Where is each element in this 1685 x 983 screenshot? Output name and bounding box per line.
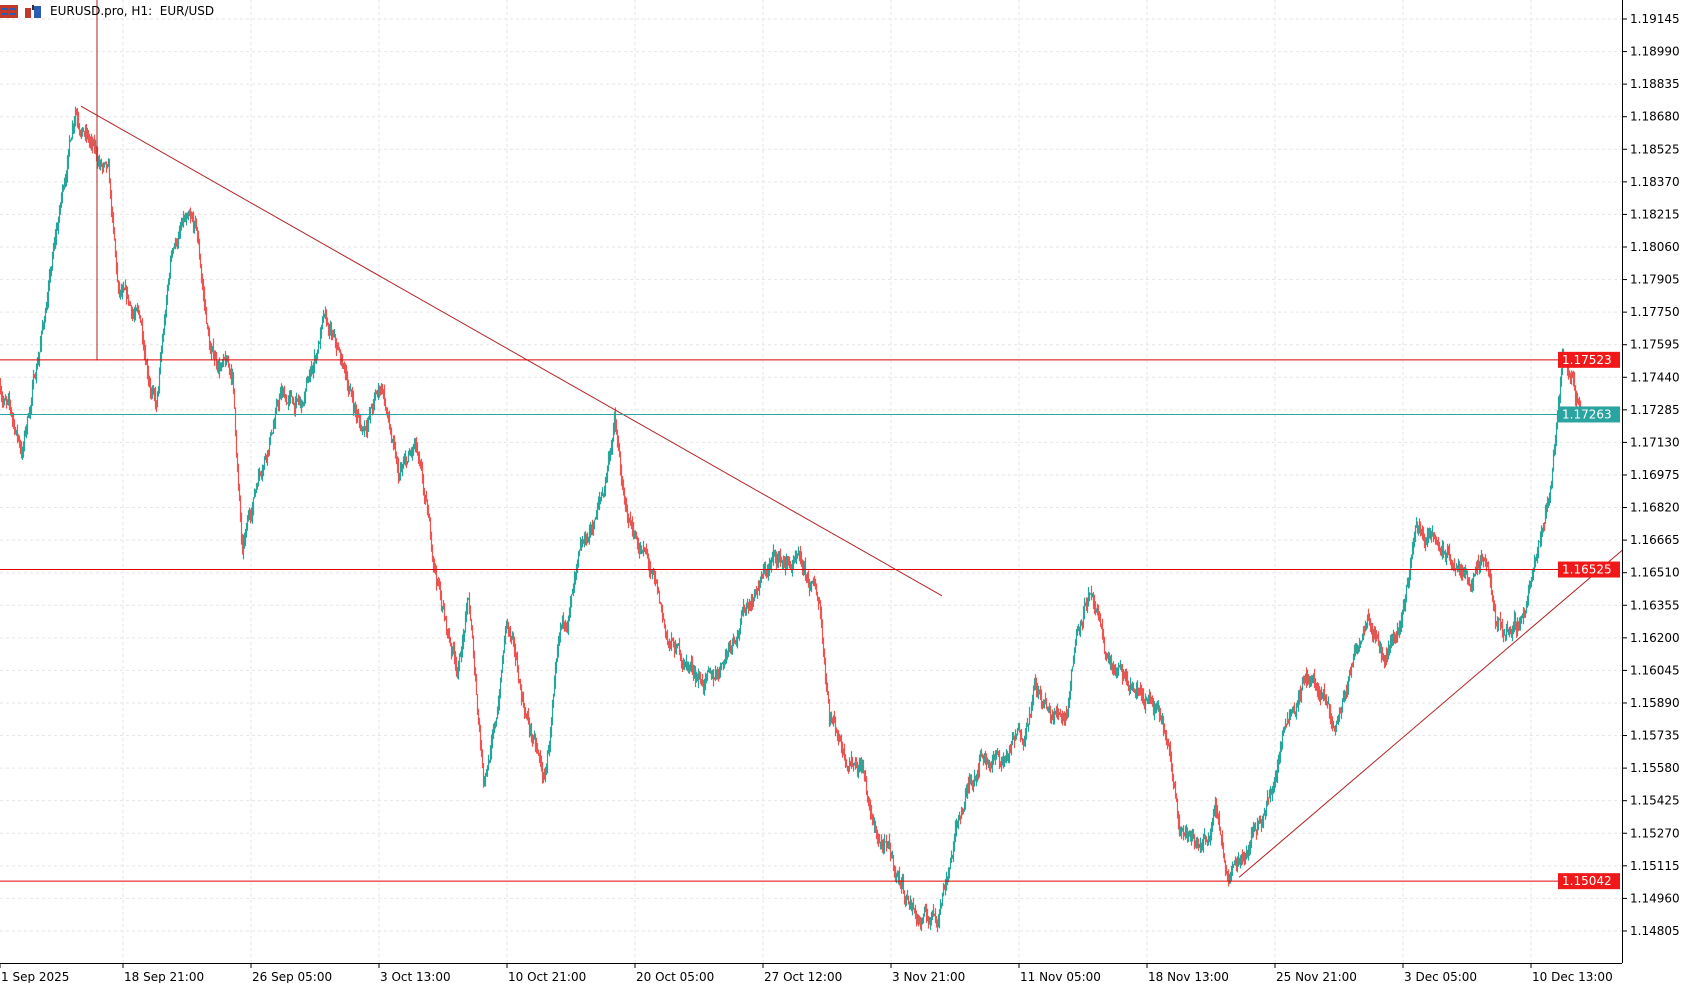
time-tick-label: 18 Nov 13:00 xyxy=(1148,970,1229,983)
price-tick-label: 1.16975 xyxy=(1630,468,1680,482)
level-price-label: 1.16525 xyxy=(1562,563,1612,577)
level-price-tag xyxy=(1558,351,1620,368)
price-tick-label: 1.16820 xyxy=(1630,501,1680,515)
price-tick-label: 1.18990 xyxy=(1630,45,1680,59)
price-tick-label: 1.17130 xyxy=(1630,435,1680,449)
price-tick-label: 1.15580 xyxy=(1630,761,1680,775)
price-tick-label: 1.16045 xyxy=(1630,663,1680,677)
price-tick-label: 1.17440 xyxy=(1630,370,1680,384)
price-tick-label: 1.14805 xyxy=(1630,924,1680,938)
time-tick-label: 11 Nov 05:00 xyxy=(1020,970,1101,983)
price-tick-label: 1.18215 xyxy=(1630,207,1680,221)
price-tick-label: 1.17750 xyxy=(1630,305,1680,319)
time-tick-label: 25 Nov 21:00 xyxy=(1276,970,1357,983)
menu-icon[interactable] xyxy=(0,4,18,18)
time-tick-label: 20 Oct 05:00 xyxy=(636,970,714,983)
level-price-label: 1.17263 xyxy=(1562,407,1612,421)
chart-title: EURUSD.pro, H1: EUR/USD xyxy=(50,4,215,18)
time-tick-label: 27 Oct 12:00 xyxy=(764,970,842,983)
level-price-tag xyxy=(1558,873,1620,890)
time-tick-label: 10 Oct 21:00 xyxy=(508,970,586,983)
level-price-label: 1.15042 xyxy=(1562,874,1612,888)
level-price-tag xyxy=(1558,406,1620,423)
level-price-tag xyxy=(1558,561,1620,578)
price-tick-label: 1.19145 xyxy=(1630,12,1680,26)
price-tick-label: 1.16510 xyxy=(1630,566,1680,580)
price-tick-label: 1.14960 xyxy=(1630,891,1680,905)
price-tick-label: 1.18060 xyxy=(1630,240,1680,254)
price-tick-label: 1.15890 xyxy=(1630,696,1680,710)
price-tick-label: 1.15115 xyxy=(1630,859,1680,873)
candles xyxy=(0,106,1583,933)
time-tick-label: 3 Nov 21:00 xyxy=(892,970,965,983)
time-tick-label: 18 Sep 21:00 xyxy=(124,970,204,983)
time-tick-label: 1 Sep 2025 xyxy=(1,970,69,983)
chart-header: EURUSD.pro, H1: EUR/USD xyxy=(0,2,214,20)
time-tick-label: 26 Sep 05:00 xyxy=(252,970,332,983)
price-tick-label: 1.16665 xyxy=(1630,533,1680,547)
price-tick-label: 1.15735 xyxy=(1630,729,1680,743)
descending-trendline xyxy=(80,105,943,597)
chart-type-icon[interactable] xyxy=(24,4,42,18)
price-tick-label: 1.16355 xyxy=(1630,598,1680,612)
ascending-trendline xyxy=(1238,549,1624,878)
time-tick-label: 10 Dec 13:00 xyxy=(1532,970,1613,983)
time-tick-label: 3 Dec 05:00 xyxy=(1404,970,1477,983)
price-tick-label: 1.15270 xyxy=(1630,826,1680,840)
price-tick-label: 1.16200 xyxy=(1630,631,1680,645)
price-tick-label: 1.17285 xyxy=(1630,403,1680,417)
price-tick-label: 1.15425 xyxy=(1630,794,1680,808)
price-tick-label: 1.17595 xyxy=(1630,338,1680,352)
price-tick-label: 1.18680 xyxy=(1630,110,1680,124)
grid xyxy=(0,0,1622,963)
price-tick-label: 1.18370 xyxy=(1630,175,1680,189)
level-price-label: 1.17523 xyxy=(1562,353,1612,367)
price-tick-label: 1.18835 xyxy=(1630,77,1680,91)
price-tick-label: 1.18525 xyxy=(1630,142,1680,156)
price-tick-label: 1.17905 xyxy=(1630,273,1680,287)
time-tick-label: 3 Oct 13:00 xyxy=(380,970,451,983)
